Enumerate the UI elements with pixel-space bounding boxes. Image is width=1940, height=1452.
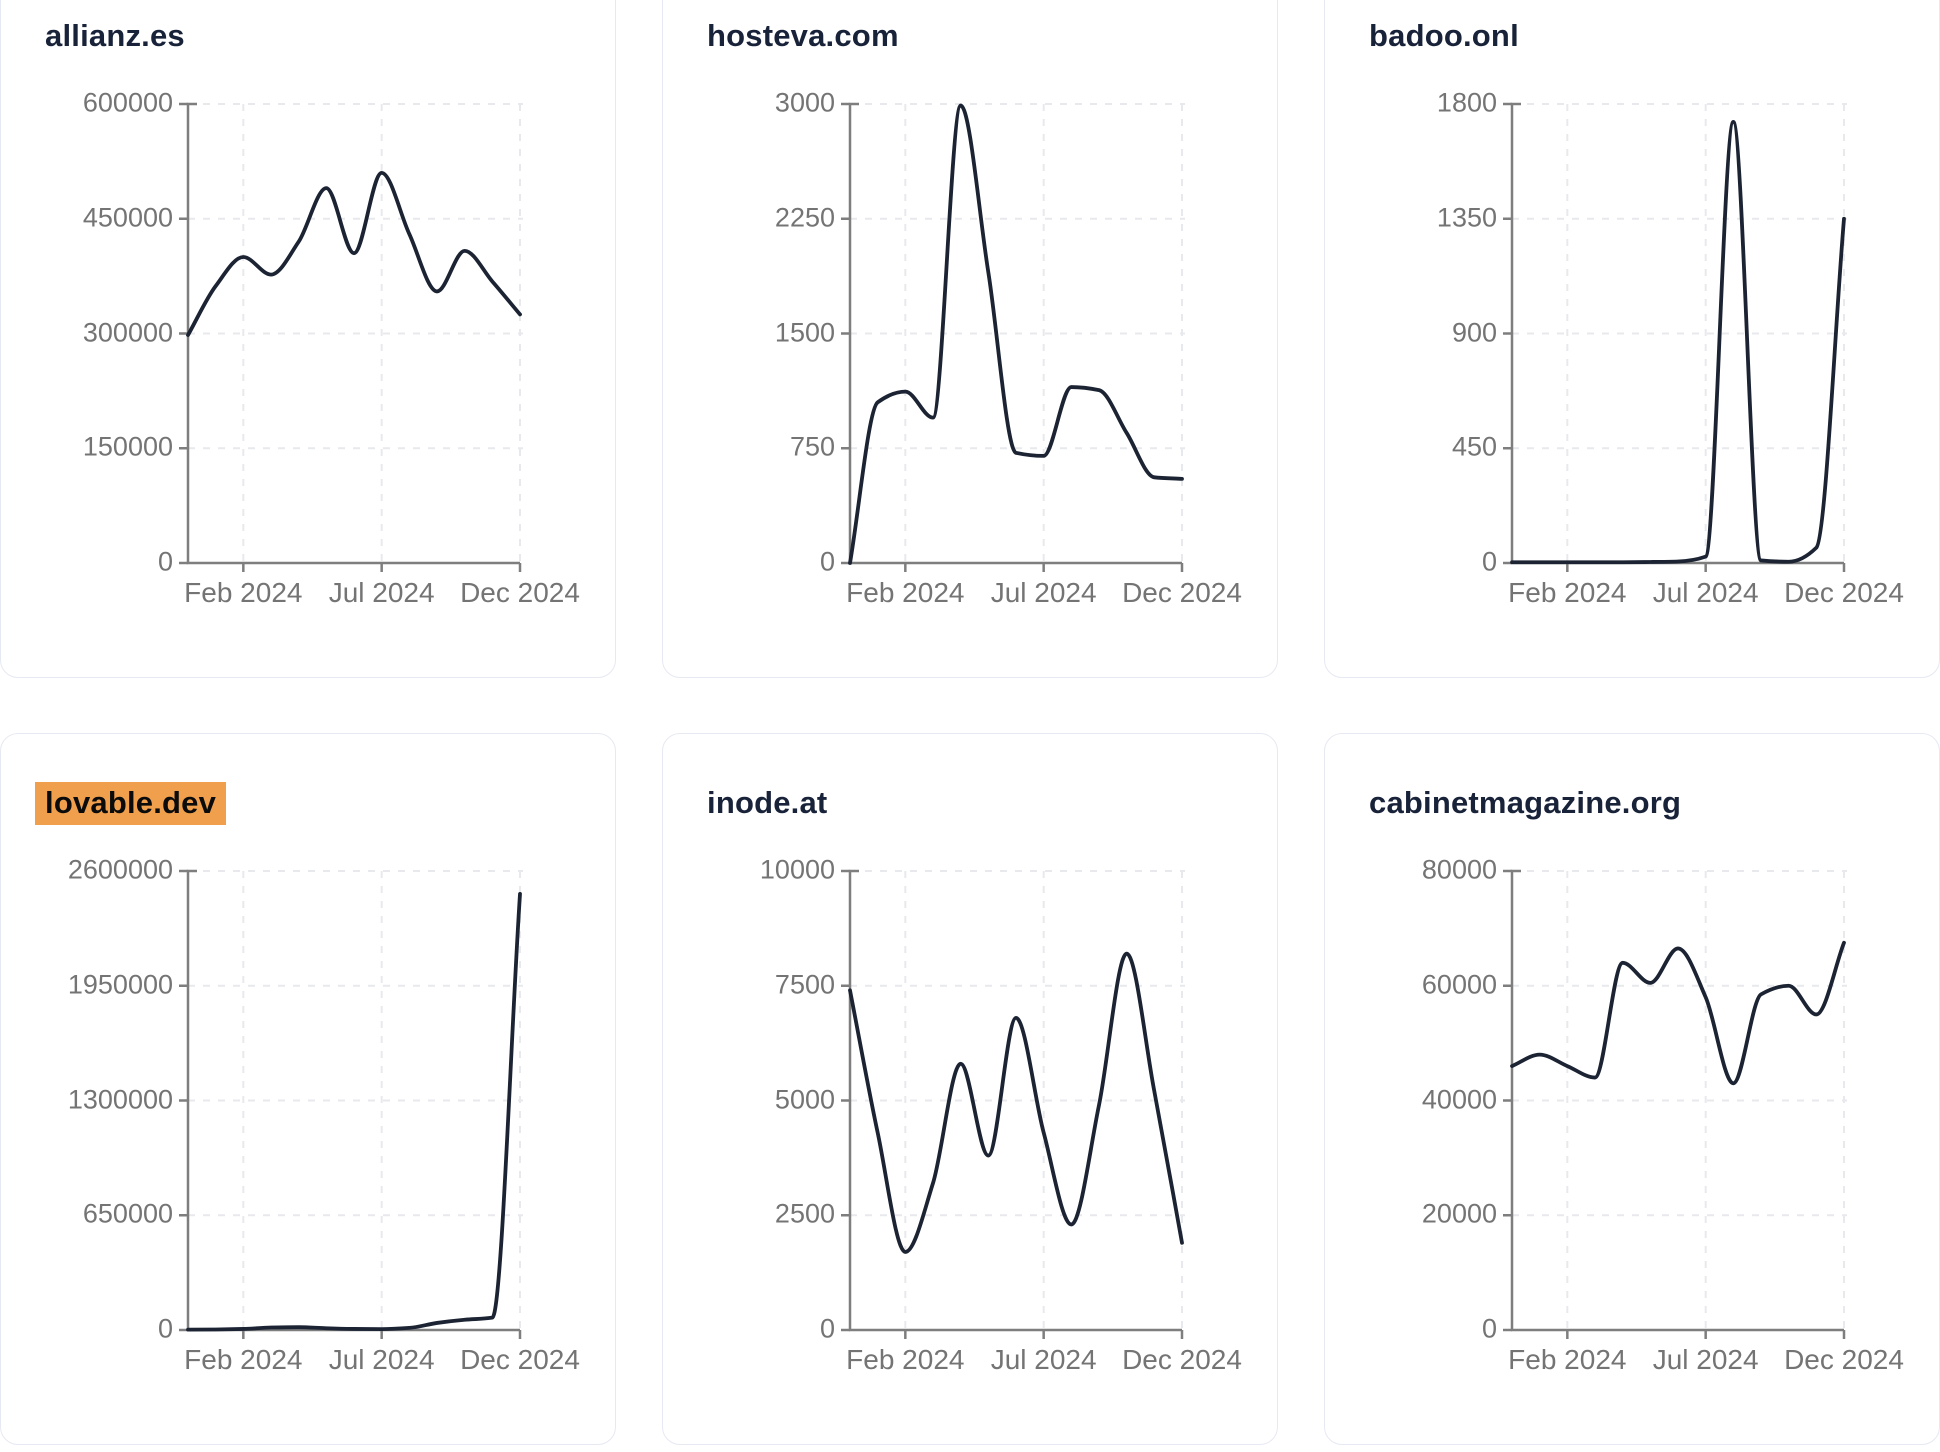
y-tick-label: 450 <box>1451 431 1497 462</box>
y-tick-label: 40000 <box>1421 1084 1497 1115</box>
chart-title: cabinetmagazine.org <box>1369 785 1682 820</box>
y-tick-label: 1350 <box>1436 202 1497 233</box>
y-tick-label: 0 <box>819 546 835 577</box>
y-tick-label: 0 <box>1481 1313 1497 1344</box>
chart-title: allianz.es <box>45 18 185 53</box>
x-tick-label: Dec 2024 <box>1784 1344 1904 1375</box>
x-tick-label: Feb 2024 <box>184 1344 303 1375</box>
x-tick-label: Feb 2024 <box>184 577 303 608</box>
x-tick-label: Jul 2024 <box>328 1344 435 1375</box>
y-tick-label: 450000 <box>82 202 173 233</box>
y-tick-label: 2250 <box>774 202 835 233</box>
x-tick-label: Dec 2024 <box>1122 577 1242 608</box>
gridlines <box>1512 870 1847 1330</box>
series-line <box>848 103 1184 565</box>
y-tick-label: 60000 <box>1421 969 1497 1000</box>
axes <box>841 869 1184 1339</box>
x-tick-label: Jul 2024 <box>990 577 1097 608</box>
y-tick-label: 600000 <box>82 87 173 118</box>
y-tick-label: 3000 <box>774 87 835 118</box>
chart-title-row: allianz.es <box>45 15 185 57</box>
line-chart <box>841 869 1185 1339</box>
x-tick-label: Jul 2024 <box>1652 1344 1759 1375</box>
x-tick-label: Jul 2024 <box>328 577 435 608</box>
x-tick-label: Jul 2024 <box>990 1344 1097 1375</box>
axes <box>179 869 522 1339</box>
y-tick-label: 0 <box>157 546 173 577</box>
x-tick-label: Dec 2024 <box>1122 1344 1242 1375</box>
line-chart <box>1503 869 1847 1339</box>
x-tick-label: Jul 2024 <box>1652 577 1759 608</box>
y-tick-label: 2600000 <box>67 854 173 885</box>
y-tick-label: 1500 <box>774 317 835 348</box>
y-tick-label: 5000 <box>774 1084 835 1115</box>
chart-card-allianz-es: allianz.es 600000 450000 300000 150000 0 Feb … <box>0 0 616 678</box>
axes <box>1503 102 1846 572</box>
x-tick-label: Dec 2024 <box>460 1344 580 1375</box>
x-tick-label: Feb 2024 <box>1508 1344 1627 1375</box>
chart-title: inode.at <box>707 785 828 820</box>
y-tick-label: 300000 <box>82 317 173 348</box>
y-tick-label: 2500 <box>774 1198 835 1229</box>
gridlines <box>188 870 523 1330</box>
chart-title-row: inode.at <box>707 782 827 824</box>
chart-card-hosteva-com: hosteva.com 3000 2250 1500 750 0 Feb 2024 Jul … <box>662 0 1278 678</box>
chart-title-row: cabinetmagazine.org <box>1369 782 1681 824</box>
series-line <box>1510 119 1846 565</box>
y-tick-label: 7500 <box>774 969 835 1000</box>
x-tick-label: Dec 2024 <box>1784 577 1904 608</box>
chart-title: hosteva.com <box>707 18 899 53</box>
chart-card-inode-at: inode.at 10000 7500 5000 2500 0 Feb 2024 Jul 2… <box>662 733 1278 1445</box>
y-tick-label: 150000 <box>82 431 173 462</box>
x-tick-label: Feb 2024 <box>1508 577 1627 608</box>
series-line <box>848 951 1184 1254</box>
series-line <box>186 170 522 337</box>
y-tick-label: 0 <box>1481 546 1497 577</box>
y-tick-label: 1300000 <box>67 1084 173 1115</box>
y-tick-label: 1800 <box>1436 87 1497 118</box>
x-tick-label: Feb 2024 <box>846 1344 965 1375</box>
y-tick-label: 900 <box>1451 317 1497 348</box>
chart-title: badoo.onl <box>1369 18 1519 53</box>
y-tick-label: 80000 <box>1421 854 1497 885</box>
gridlines <box>188 103 523 563</box>
y-tick-label: 1950000 <box>67 969 173 1000</box>
line-chart <box>179 102 523 572</box>
chart-card-cabinetmagazine-org: cabinetmagazine.org 80000 60000 40000 20000… <box>1324 733 1940 1445</box>
series-line <box>1510 940 1846 1086</box>
gridlines <box>850 103 1185 563</box>
axes <box>179 102 522 572</box>
chart-title-row: hosteva.com <box>707 15 899 57</box>
y-tick-label: 750 <box>789 431 835 462</box>
y-tick-label: 650000 <box>82 1198 173 1229</box>
x-tick-label: Dec 2024 <box>460 577 580 608</box>
x-tick-label: Feb 2024 <box>846 577 965 608</box>
axes <box>841 102 1184 572</box>
y-tick-label: 0 <box>157 1313 173 1344</box>
y-tick-label: 10000 <box>759 854 835 885</box>
y-tick-label: 20000 <box>1421 1198 1497 1229</box>
chart-title-row: badoo.onl <box>1369 15 1519 57</box>
gridlines <box>850 870 1185 1330</box>
gridlines <box>1512 103 1847 563</box>
chart-card-badoo-onl: badoo.onl 1800 1350 900 450 0 Feb 2024 Jul 202… <box>1324 0 1940 678</box>
y-tick-label: 0 <box>819 1313 835 1344</box>
axes <box>1503 869 1846 1339</box>
line-chart <box>1503 102 1847 572</box>
chart-card-lovable-dev: lovable.dev 2600000 1950000 1300000 650000 0… <box>0 733 616 1445</box>
chart-title-row: lovable.dev <box>35 781 227 825</box>
series-line <box>186 892 522 1332</box>
chart-title: lovable.dev <box>35 781 227 825</box>
line-chart <box>179 869 523 1339</box>
line-chart <box>841 102 1185 572</box>
